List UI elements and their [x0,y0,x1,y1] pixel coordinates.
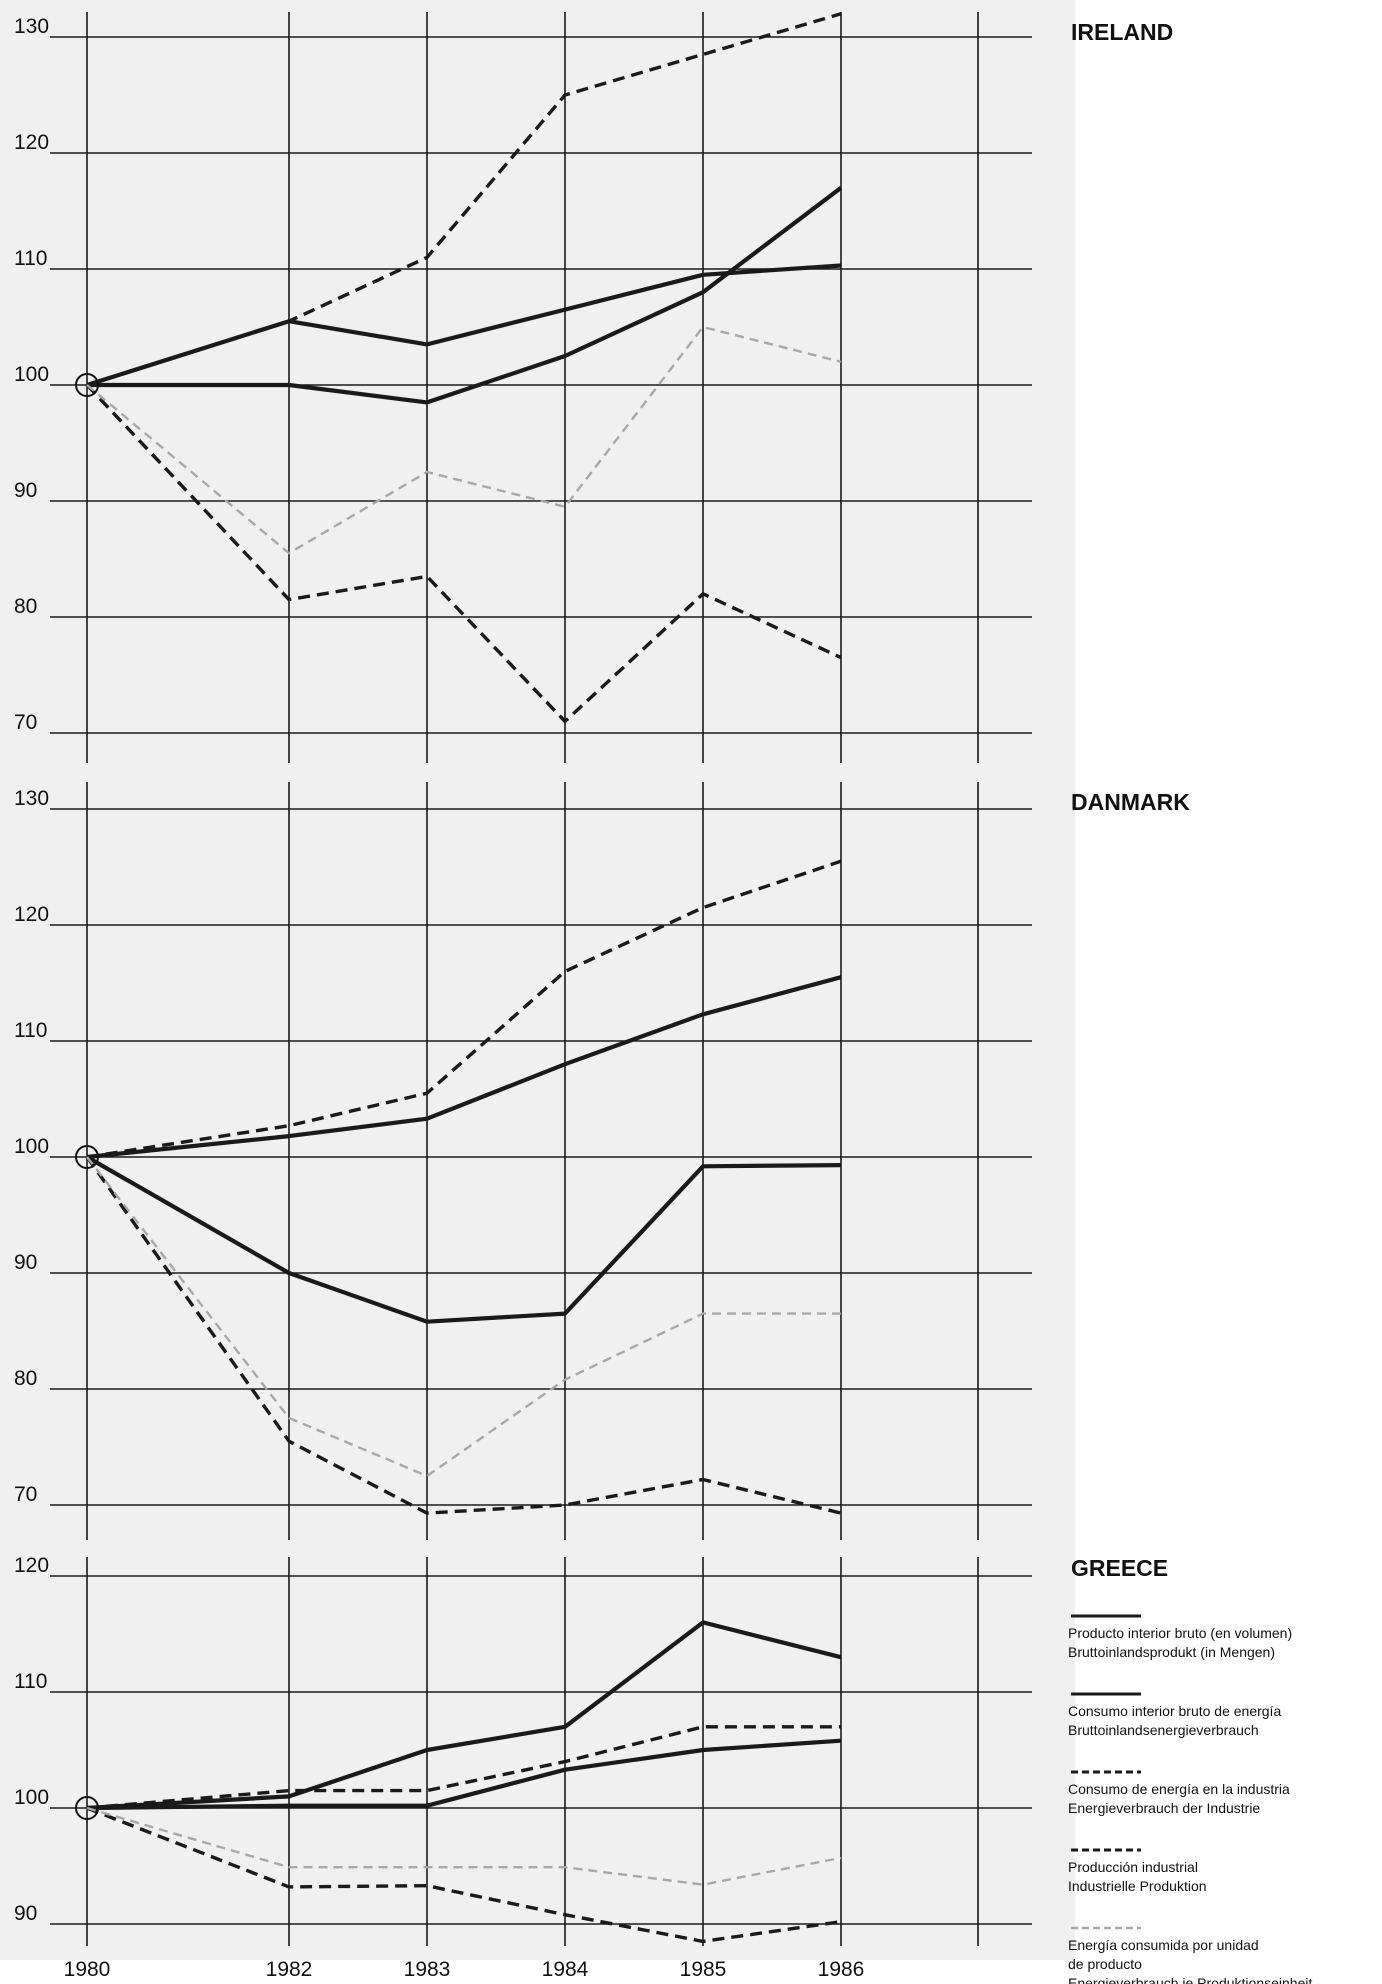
series-line-intensity [86,1156,841,1478]
y-tick-label: 110 [14,247,47,270]
legend-label: Consumo de energía en la industria [1068,1781,1290,1797]
series-line-industry_energy [86,1725,841,1810]
legend-label: Producto interior bruto (en volumen) [1068,1625,1292,1641]
panel-title: DANMARK [1071,789,1190,815]
series-line-energy [85,1155,842,1324]
y-tick-label: 130 [14,15,49,38]
legend-label: Consumo interior bruto de energía [1068,1703,1281,1719]
legend-label: Energieverbrauch je Produktionseinheit [1068,1975,1312,1984]
series-line-industrial_production [86,859,842,1159]
series-line-gdp [86,1738,842,1811]
legend-label: Bruttoinlandsprodukt (in Mengen) [1068,1644,1275,1660]
y-tick-label: 70 [14,711,37,734]
panel-background [0,1540,1075,1960]
series-line-intensity [86,325,842,555]
panel-greece: 120 110 100 90 GREECE [0,1540,1168,1960]
origin-marker [75,1796,99,1820]
origin-marker [75,373,99,397]
series-line-energy [87,186,843,405]
y-tick-label: 130 [14,787,49,810]
y-tick-label: 120 [14,903,49,926]
y-tick-label: 90 [14,1251,37,1274]
panel-danmark: 130 120 110 100 90 80 70 DANMARK [0,765,1190,1540]
series-line-intensity [86,1806,842,1886]
y-tick-label: 100 [14,1786,49,1809]
x-tick-label: 1986 [818,1958,865,1981]
panel-background [0,765,1075,1540]
y-tick-label: 90 [14,1902,37,1925]
y-tick-label: 120 [14,1554,49,1577]
legend-label: Industrielle Produktion [1068,1878,1207,1894]
y-tick-label: 80 [14,1367,37,1390]
x-tick-label: 1985 [680,1958,727,1981]
panel-ireland: 130 120 110 100 90 80 70 IRELAND [0,0,1173,765]
y-tick-label: 100 [14,363,49,386]
legend-label: Energía consumida por unidad [1068,1937,1259,1953]
x-tick-label: 1983 [404,1958,451,1981]
legend-label: Bruttoinlandsenergieverbrauch [1068,1722,1259,1738]
y-tick-label: 70 [14,1483,37,1506]
y-tick-label: 110 [14,1019,47,1042]
y-tick-label: 80 [14,595,37,618]
legend-label: Producción industrial [1068,1859,1198,1875]
y-tick-label: 110 [14,1670,47,1693]
x-tick-label: 1982 [266,1958,313,1981]
legend-label: de producto [1068,1956,1142,1972]
panel-title: GREECE [1071,1555,1168,1581]
chart-panels: 130 120 110 100 90 80 70 IRELAND 130 120 110 100 90 8… [0,0,1190,1981]
legend-label: Energieverbrauch der Industrie [1068,1800,1260,1816]
series-line-industrial_production [86,12,842,387]
panel-background [0,0,1075,765]
panel-title: IRELAND [1071,19,1173,45]
y-tick-label: 100 [14,1135,49,1158]
x-tick-label: 1980 [64,1958,111,1981]
series-line-industry_energy [85,1156,842,1515]
series-line-gdp [86,975,842,1160]
origin-marker [75,1145,99,1169]
legend: Producto interior bruto (en volumen) Brut… [1068,1614,1312,1984]
series-line-energy [86,1620,842,1811]
series-line-industry_energy [85,383,842,724]
x-tick-label: 1984 [542,1958,589,1981]
series-line-industrial_production [86,1806,842,1944]
y-tick-label: 90 [14,479,37,502]
y-tick-label: 120 [14,131,49,154]
